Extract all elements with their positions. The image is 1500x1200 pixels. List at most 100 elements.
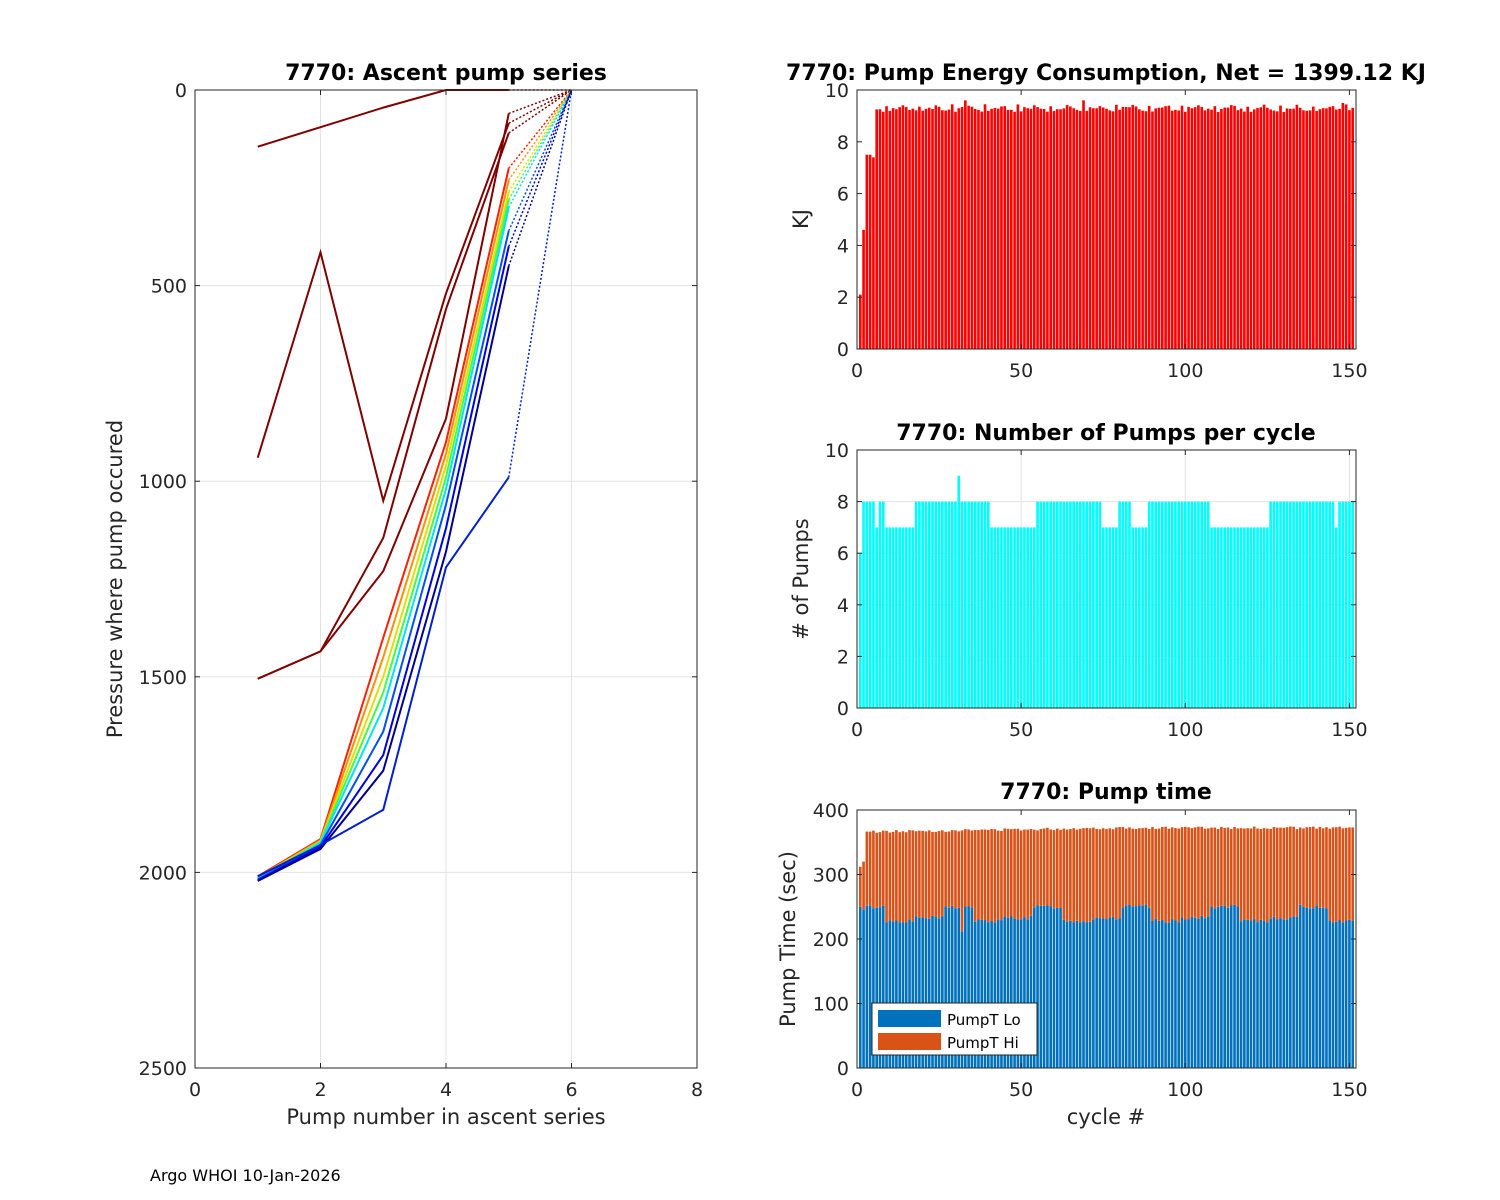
pumpt-lo-bar: [1075, 920, 1079, 1068]
pumps-bar: [1088, 501, 1092, 708]
pumpt-hi-bar: [970, 830, 974, 908]
x-tick-label: 8: [691, 1079, 703, 1101]
pumpt-hi-bar: [1275, 827, 1279, 920]
pumpt-lo-bar: [1216, 906, 1220, 1068]
pumpt-lo-bar: [872, 908, 875, 1068]
pumpt-lo-bar: [1295, 916, 1299, 1068]
pumpt-hi-bar: [1298, 827, 1302, 905]
pumpt-hi-bar: [1078, 828, 1082, 923]
pumpt-hi-bar: [1203, 828, 1207, 919]
pumpt-hi-bar: [973, 830, 977, 922]
pumpt-hi-bar: [1042, 828, 1046, 906]
ascent-line-early-4: [257, 132, 510, 680]
energy-bar: [914, 110, 918, 349]
pumps-bar: [937, 501, 941, 708]
ascent-xlabel: Pump number in ascent series: [286, 1105, 605, 1129]
energy-bar: [1036, 107, 1039, 349]
y-tick-label: 0: [837, 698, 849, 720]
pumpt-lo-bar: [947, 907, 951, 1068]
pumps-bar: [967, 501, 970, 708]
pumps-bar: [1032, 527, 1036, 708]
energy-bar: [1138, 109, 1141, 350]
pumpt-lo-bar: [964, 906, 967, 1068]
energy-bar: [865, 154, 869, 349]
pumps-bar: [1292, 501, 1295, 708]
pumps-bar: [1029, 527, 1033, 708]
energy-bar: [1233, 105, 1236, 349]
pumpt-lo-bar: [1193, 917, 1197, 1068]
pumpt-hi-bar: [911, 830, 915, 922]
pumps-bar: [1341, 501, 1345, 708]
pumps-bar: [891, 527, 895, 708]
pumps-bar: [1124, 501, 1128, 708]
energy-bar: [1121, 106, 1125, 349]
y-tick-label: 4: [837, 235, 849, 257]
pumpt-hi-bar: [1032, 829, 1036, 908]
energy-bar: [983, 104, 987, 349]
pumpt-hi-bar: [881, 830, 885, 906]
pumpt-lo-bar: [1059, 907, 1062, 1068]
ascent-line-tail-cycle-blue-2: [508, 89, 573, 247]
pumpt-lo-bar: [1266, 922, 1269, 1068]
pumpt-hi-bar: [1154, 828, 1158, 920]
pumpt-lo-bar: [1095, 917, 1098, 1068]
pumps-bar: [1272, 501, 1276, 708]
pumpt-lo-bar: [1262, 921, 1266, 1068]
pumpt-lo-bar: [911, 921, 915, 1068]
pumps-bar: [1164, 501, 1167, 708]
energy-bar: [1256, 108, 1259, 349]
legend-hi-label: PumpT Hi: [947, 1034, 1019, 1052]
energy-bar: [1305, 110, 1309, 350]
pumpt-lo-bar: [1180, 917, 1184, 1068]
energy-bar: [1259, 107, 1263, 349]
pumpt-lo-bar: [934, 916, 938, 1068]
pumptime-bars: [858, 826, 1355, 1068]
pumps-bar: [1295, 501, 1299, 708]
pumps-bar: [987, 501, 990, 708]
pumps-bar: [1298, 501, 1302, 708]
pumps-bar: [904, 527, 908, 708]
pumpt-hi-bar: [924, 831, 928, 919]
pumpt-hi-bar: [941, 830, 944, 917]
pumpt-hi-bar: [1092, 827, 1095, 920]
pumptime-ticks: 0 50 100 150 0 100 200 300 400: [813, 800, 1368, 1101]
pumps-bar: [1065, 501, 1069, 708]
energy-bar: [904, 107, 908, 349]
pumps-bar: [868, 501, 872, 708]
legend-lo-swatch: [878, 1010, 941, 1027]
pumpt-lo-bar: [895, 920, 898, 1068]
pumps-bar: [1003, 527, 1007, 708]
pumpt-hi-bar: [980, 829, 984, 920]
pumpt-lo-bar: [1069, 920, 1072, 1068]
pumpt-hi-bar: [1338, 826, 1341, 921]
pumpt-lo-bar: [1003, 916, 1007, 1068]
pumps-bar: [1216, 527, 1220, 708]
pumpt-lo-bar: [1082, 921, 1085, 1068]
pumps-bar: [924, 501, 928, 708]
pumpt-hi-bar: [1160, 826, 1164, 921]
pumpt-lo-bar: [1023, 917, 1026, 1068]
pumpt-lo-bar: [1177, 922, 1181, 1068]
pumps-bar: [1085, 501, 1089, 708]
pumpt-hi-bar: [1177, 828, 1181, 923]
energy-bar: [1105, 108, 1108, 349]
pumpt-hi-bar: [1243, 828, 1246, 920]
pumps-bar: [1203, 501, 1207, 708]
energy-bar: [1042, 109, 1046, 350]
pumpt-lo-bar: [1249, 920, 1253, 1068]
pumpt-hi-bar: [1183, 826, 1187, 920]
pumpt-lo-bar: [1013, 918, 1016, 1068]
pumps-bar: [1111, 527, 1115, 708]
pumps-bar: [1108, 527, 1112, 708]
energy-bar: [858, 294, 862, 349]
legend-lo-label: PumpT Lo: [947, 1011, 1021, 1029]
pumps-bar: [977, 501, 980, 708]
energy-bar: [1134, 106, 1138, 349]
pumpt-hi-bar: [1348, 827, 1351, 920]
energy-bar: [1052, 110, 1056, 350]
pumpt-hi-bar: [1229, 829, 1233, 906]
pumpt-lo-bar: [1009, 916, 1013, 1068]
pumpt-lo-bar: [944, 906, 947, 1068]
pumpt-hi-bar: [1006, 828, 1010, 918]
